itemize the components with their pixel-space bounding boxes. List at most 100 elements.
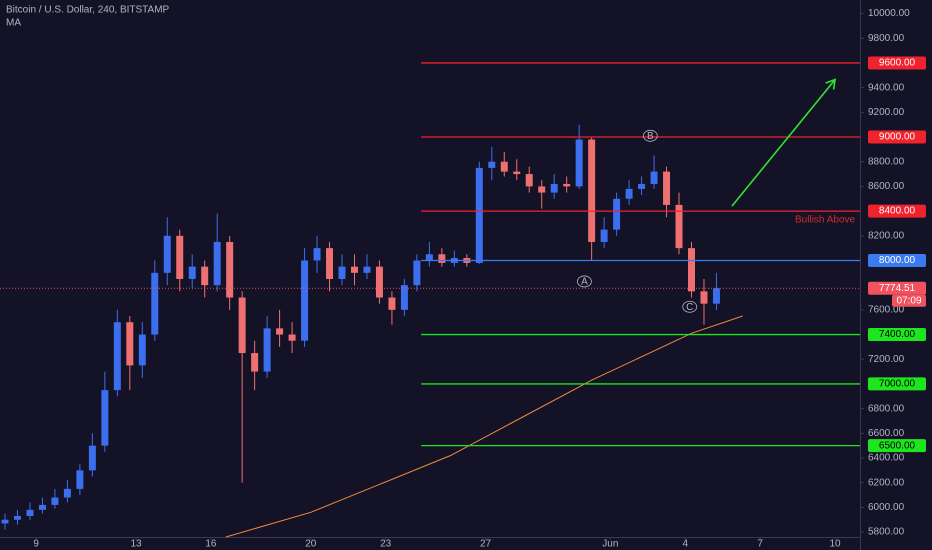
countdown-box (892, 294, 926, 307)
candle-body (413, 260, 421, 286)
level-label: 8000.00 (879, 255, 916, 266)
candle-body (251, 353, 259, 372)
y-tick-label: 6000.00 (868, 502, 905, 513)
x-tick-label: 4 (682, 539, 688, 550)
x-tick-label: 23 (380, 539, 392, 550)
candle-body (263, 328, 271, 372)
candle-body (13, 516, 21, 520)
candle-body (613, 198, 621, 230)
candle-body (700, 291, 708, 304)
x-tick-label: Jun (602, 539, 618, 550)
annotation-circle (642, 129, 658, 142)
candle-body (126, 322, 134, 366)
candle-body (201, 266, 209, 286)
candle-body (138, 334, 146, 366)
y-tick-label: 9200.00 (868, 107, 905, 118)
candle-body (675, 204, 683, 249)
candle-body (400, 285, 408, 310)
y-tick-label: 8600.00 (868, 181, 905, 192)
candle-body (625, 188, 633, 199)
y-tick-label: 6800.00 (868, 403, 905, 414)
candle-body (101, 390, 109, 446)
level-label-box (868, 56, 926, 70)
candle-body (388, 297, 396, 310)
chart-title: Bitcoin / U.S. Dollar, 240, BITSTAMP (6, 5, 170, 16)
level-label-box (868, 204, 926, 218)
y-tick-label: 6200.00 (868, 477, 905, 488)
candle-body (151, 272, 159, 335)
level-label: 8400.00 (879, 206, 916, 217)
candle-body (375, 266, 383, 298)
y-tick-label: 6600.00 (868, 428, 905, 439)
candle-body (663, 171, 671, 205)
annotation-circle (682, 300, 698, 313)
level-label-box (868, 328, 926, 342)
arrow-shaft (731, 79, 836, 207)
candle-body (475, 167, 483, 263)
candle-body (600, 229, 608, 242)
candle-body (650, 171, 658, 184)
last-price-label: 7774.51 (879, 283, 916, 294)
annotation-label: A (581, 277, 588, 288)
indicator-label: MA (6, 18, 21, 29)
candle-body (712, 288, 720, 304)
candle-body (363, 266, 371, 273)
candle-body (51, 497, 59, 505)
candle-body (488, 161, 496, 168)
level-label: 7400.00 (879, 329, 916, 340)
last-price-box (868, 281, 926, 295)
level-label: 6500.00 (879, 440, 916, 451)
level-label-box (868, 130, 926, 144)
level-label-box (868, 253, 926, 267)
candle-body (301, 260, 309, 341)
y-tick-label: 9800.00 (868, 33, 905, 44)
x-tick-label: 27 (480, 539, 492, 550)
y-tick-label: 8800.00 (868, 156, 905, 167)
candle-body (313, 248, 321, 261)
candle-body (500, 161, 508, 172)
candle-body (176, 235, 184, 279)
candle-body (563, 183, 571, 187)
arrow-head (825, 78, 837, 90)
annotation-circle (577, 275, 592, 288)
candle-body (538, 186, 546, 193)
candle-body (213, 241, 221, 286)
y-tick-label: 6400.00 (868, 453, 905, 464)
candle-body (63, 488, 71, 498)
x-tick-label: 9 (33, 539, 39, 550)
x-tick-label: 13 (130, 539, 142, 550)
candle-body (326, 248, 334, 279)
x-tick-label: 20 (305, 539, 317, 550)
candle-body (26, 509, 34, 517)
y-tick-label: 7200.00 (868, 354, 905, 365)
level-label: 9600.00 (879, 58, 916, 69)
candle-body (226, 241, 234, 298)
level-label-box (868, 377, 926, 391)
candle-body (638, 183, 646, 189)
candle-body (338, 266, 346, 279)
candle-body (88, 445, 96, 471)
candle-body (76, 470, 84, 489)
candle-body (38, 504, 46, 510)
candle-body (188, 266, 196, 279)
candle-body (425, 254, 433, 261)
candle-body (113, 322, 121, 391)
y-tick-label: 5800.00 (868, 527, 905, 538)
x-tick-label: 16 (205, 539, 217, 550)
candle-body (163, 235, 171, 273)
candle-body (288, 334, 296, 341)
level-label: 9000.00 (879, 132, 916, 143)
level-label: 7000.00 (879, 379, 916, 390)
x-tick-label: 10 (829, 539, 841, 550)
candle-body (1, 519, 9, 524)
candle-body (688, 248, 695, 292)
y-tick-label: 10000.00 (868, 8, 910, 19)
note-label: Bullish Above (795, 214, 855, 225)
candle-body (238, 297, 246, 354)
x-tick-label: 7 (757, 539, 763, 550)
y-tick-label: 9400.00 (868, 82, 905, 93)
level-label-box (868, 439, 926, 453)
